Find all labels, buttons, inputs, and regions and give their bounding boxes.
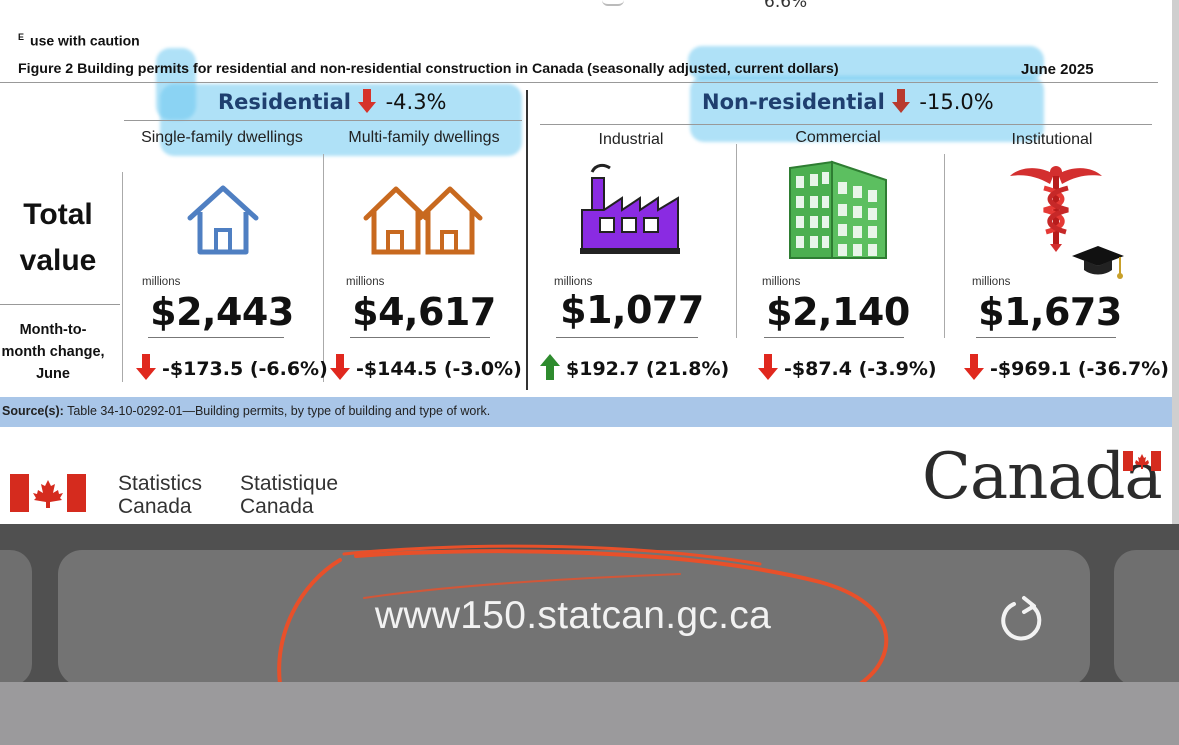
canada-wordmark: Canada xyxy=(922,440,1163,514)
value-institutional: $1,673 xyxy=(978,290,1122,334)
divider-residential xyxy=(323,154,324,382)
value-underline-institutional xyxy=(976,337,1116,338)
change-multi-family: -$144.5 (-3.0%) xyxy=(330,354,522,380)
units-multi-family: millions xyxy=(346,276,385,288)
residential-change: -4.3% xyxy=(385,90,447,114)
total-value-label: Total value xyxy=(10,192,106,284)
caution-mark: E xyxy=(18,32,25,42)
two-houses-icon xyxy=(363,186,483,255)
category-label-single-family: Single-family dwellings xyxy=(141,129,303,146)
residential-rule xyxy=(124,120,522,121)
figure-date: June 2025 xyxy=(1021,61,1094,78)
value-underline-single-family xyxy=(148,337,284,338)
source-text: Table 34-10-0292-01—Building permits, by… xyxy=(63,404,491,418)
statistique-canada-wordmark: Statistique Canada xyxy=(240,472,338,518)
divider-main xyxy=(526,90,528,390)
address-bar[interactable] xyxy=(58,550,1090,686)
change-commercial: -$87.4 (-3.9%) xyxy=(758,354,937,380)
down-arrow-icon xyxy=(758,354,778,380)
statcan-fr-line1: Statistique xyxy=(240,472,339,495)
highlight-stroke-3 xyxy=(688,46,1044,80)
value-underline-industrial xyxy=(556,337,698,338)
house-icon xyxy=(187,185,259,255)
divider-industrial xyxy=(736,144,737,338)
total-label-line2: value xyxy=(19,244,97,277)
value-underline-multi-family xyxy=(350,337,490,338)
browser-toolbar: www150.statcan.gc.ca xyxy=(0,524,1179,686)
divider-left xyxy=(122,172,123,382)
category-label-multi-family: Multi-family dwellings xyxy=(348,129,500,146)
category-label-industrial: Industrial xyxy=(598,131,664,148)
reload-icon[interactable] xyxy=(996,594,1048,646)
value-underline-commercial xyxy=(764,337,904,338)
source-note: Source(s): Table 34-10-0292-01—Building … xyxy=(2,404,490,418)
category-label-institutional: Institutional xyxy=(1011,131,1093,148)
change-text-commercial: -$87.4 (-3.9%) xyxy=(784,358,937,380)
mtm-label-line2: month change, xyxy=(1,344,105,360)
caution-text: use with caution xyxy=(30,32,140,49)
nonresidential-change: -15.0% xyxy=(919,90,994,114)
partial-arc xyxy=(602,0,624,6)
units-industrial: millions xyxy=(554,276,593,288)
change-text-institutional: -$969.1 (-36.7%) xyxy=(990,358,1169,380)
value-commercial: $2,140 xyxy=(766,290,910,334)
units-commercial: millions xyxy=(762,276,801,288)
up-arrow-icon xyxy=(540,354,560,380)
units-single-family: millions xyxy=(142,276,181,288)
statcan-en-line1: Statistics xyxy=(118,472,203,495)
factory-icon xyxy=(580,163,680,254)
change-industrial: $192.7 (21.8%) xyxy=(540,354,729,380)
nonresidential-label: Non-residential xyxy=(702,90,885,114)
down-arrow-icon xyxy=(964,354,984,380)
red-circle-annotation xyxy=(277,544,889,684)
change-institutional: -$969.1 (-36.7%) xyxy=(964,354,1169,380)
down-arrow-icon xyxy=(136,354,156,380)
value-single-family: $2,443 xyxy=(150,290,294,334)
source-bar xyxy=(0,397,1172,427)
nonresidential-header: Non-residential -15.0% xyxy=(702,89,994,114)
source-label: Source(s): xyxy=(2,404,64,418)
mtm-label-line1: Month-to- xyxy=(19,322,87,338)
statistics-canada-wordmark: Statistics Canada xyxy=(118,472,202,518)
partial-top-value: 6.6% xyxy=(764,0,808,12)
value-industrial: $1,077 xyxy=(560,288,704,332)
bottom-margin xyxy=(0,682,1179,745)
category-label-commercial: Commercial xyxy=(795,129,881,146)
figure-title: Figure 2 Building permits for residentia… xyxy=(18,61,839,77)
title-divider xyxy=(0,82,1158,83)
total-label-line1: Total xyxy=(23,198,93,231)
highlight-stroke-4 xyxy=(690,76,1044,142)
divider-commercial xyxy=(944,154,945,338)
change-text-multi-family: -$144.5 (-3.0%) xyxy=(356,358,522,380)
residential-down-arrow-icon xyxy=(358,89,377,113)
down-arrow-icon xyxy=(330,354,350,380)
change-text-single-family: -$173.5 (-6.6%) xyxy=(162,358,328,380)
units-institutional: millions xyxy=(972,276,1011,288)
value-multi-family: $4,617 xyxy=(352,290,496,334)
row-label-divider xyxy=(0,304,120,305)
residential-header: Residential -4.3% xyxy=(218,89,447,114)
statcan-fr-line2: Canada xyxy=(240,495,314,518)
next-tab-pill[interactable] xyxy=(1114,550,1179,686)
wordmark-flag-icon xyxy=(1123,451,1161,471)
nonresidential-down-arrow-icon xyxy=(892,89,911,113)
caduceus-graduation-cap-icon xyxy=(1010,166,1124,279)
page-edge xyxy=(1172,0,1179,524)
url-text[interactable]: www150.statcan.gc.ca xyxy=(374,594,772,637)
month-change-label: Month-to- month change, June xyxy=(0,319,116,385)
canada-flag-icon xyxy=(10,474,86,512)
change-single-family: -$173.5 (-6.6%) xyxy=(136,354,328,380)
office-building-icon xyxy=(789,160,887,259)
nonresidential-rule xyxy=(540,124,1152,125)
previous-tab-pill[interactable] xyxy=(0,550,32,686)
residential-label: Residential xyxy=(218,90,351,114)
statcan-en-line2: Canada xyxy=(118,495,192,518)
change-text-industrial: $192.7 (21.8%) xyxy=(566,358,730,380)
mtm-label-line3: June xyxy=(36,366,70,382)
